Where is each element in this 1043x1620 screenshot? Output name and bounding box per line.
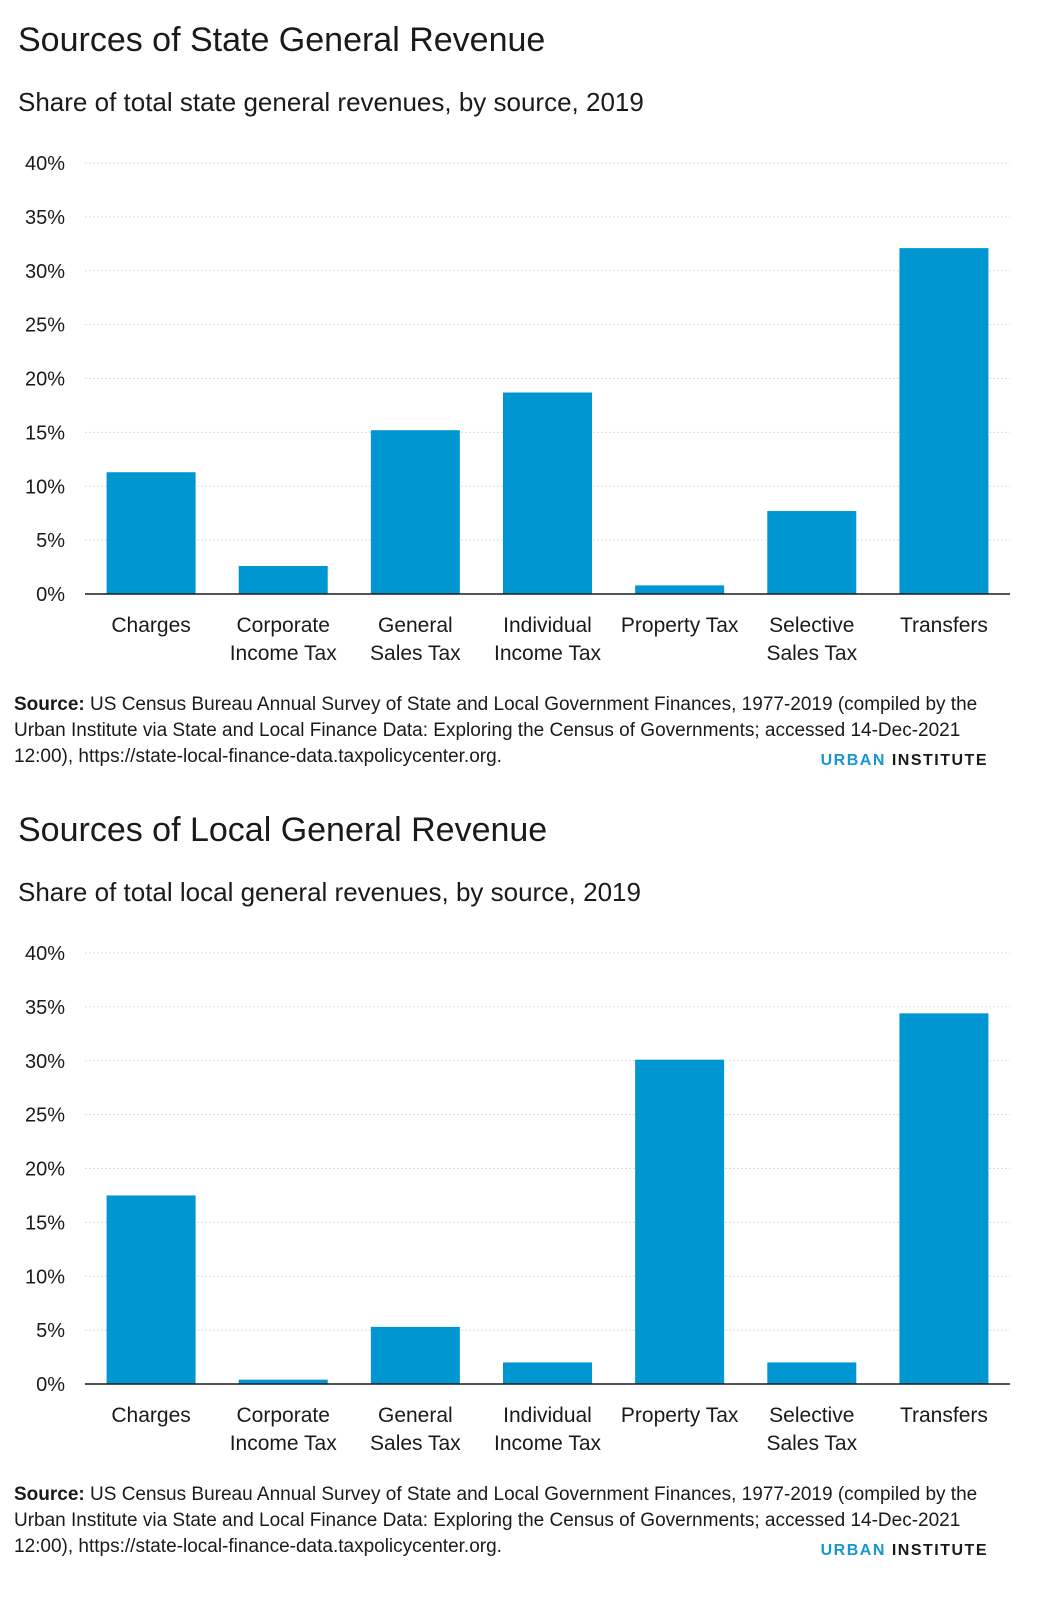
bar xyxy=(370,430,460,594)
x-tick-label: Selective Sales Tax xyxy=(766,614,857,665)
logo-institute: INSTITUTE xyxy=(891,752,988,769)
x-tick-label: Transfers xyxy=(900,614,988,637)
chart-title: Sources of Local General Revenue xyxy=(18,811,548,849)
chart-title: Sources of State General Revenue xyxy=(18,21,546,59)
bar xyxy=(503,392,592,594)
y-tick-label: 15% xyxy=(25,1212,65,1234)
x-tick-label: General Sales Tax xyxy=(370,1404,461,1455)
bar xyxy=(503,1362,592,1384)
bar xyxy=(106,472,196,594)
x-tick-label: Corporate Income Tax xyxy=(230,1404,337,1455)
source-note: Source: US Census Bureau Annual Survey o… xyxy=(14,692,1004,770)
y-tick-label: 10% xyxy=(25,476,65,498)
bar xyxy=(370,1326,460,1384)
y-tick-label: 35% xyxy=(25,207,65,229)
y-tick-label: 25% xyxy=(25,315,65,337)
y-tick-label: 5% xyxy=(36,530,65,552)
y-tick-label: 0% xyxy=(36,584,65,606)
chart-subtitle: Share of total state general revenues, b… xyxy=(18,87,644,117)
bar-chart-local: 0% 5% 10% 15% 20% 25% 30% 35% 40% Charges Corporat… xyxy=(25,943,1010,1455)
chart-subtitle: Share of total local general revenues, b… xyxy=(18,877,641,907)
x-tick-label: Individual Income Tax xyxy=(494,1404,601,1455)
source-note: Source: US Census Bureau Annual Survey o… xyxy=(14,1482,1004,1560)
source-label: Source: xyxy=(14,694,85,715)
bar xyxy=(635,585,725,594)
x-tick-label: Corporate Income Tax xyxy=(230,614,337,665)
state-revenue-panel: Sources of State General Revenue Share o… xyxy=(0,0,1043,790)
source-text: US Census Bureau Annual Survey of State … xyxy=(14,694,978,767)
y-tick-label: 10% xyxy=(25,1266,65,1288)
y-tick-label: 0% xyxy=(36,1374,65,1396)
x-tick-label: Individual Income Tax xyxy=(494,614,601,665)
logo-urban: URBAN xyxy=(820,752,886,769)
bar xyxy=(899,1013,989,1384)
x-tick-label: Transfers xyxy=(900,1404,988,1427)
urban-institute-logo: URBAN INSTITUTE xyxy=(821,1542,988,1560)
bar-chart-state: 0% 5% 10% 15% 20% 25% 30% 35% 40% Charges Corporat… xyxy=(25,153,1010,665)
bar xyxy=(899,248,989,594)
source-label: Source: xyxy=(14,1484,85,1505)
y-tick-label: 40% xyxy=(25,943,65,965)
x-tick-label: Property Tax xyxy=(621,1404,739,1427)
y-tick-label: 25% xyxy=(25,1105,65,1127)
bar xyxy=(767,1362,857,1384)
bar xyxy=(635,1059,725,1384)
x-tick-label: Property Tax xyxy=(621,614,739,637)
logo-urban: URBAN xyxy=(820,1542,886,1559)
y-tick-label: 40% xyxy=(25,153,65,175)
source-text: US Census Bureau Annual Survey of State … xyxy=(14,1484,978,1557)
y-tick-label: 15% xyxy=(25,422,65,444)
bar xyxy=(238,565,328,594)
x-tick-label: Selective Sales Tax xyxy=(766,1404,857,1455)
urban-institute-logo: URBAN INSTITUTE xyxy=(821,752,988,770)
x-tick-label: Charges xyxy=(111,614,190,637)
bar xyxy=(767,511,857,594)
logo-institute: INSTITUTE xyxy=(891,1542,988,1559)
y-tick-label: 30% xyxy=(25,1051,65,1073)
y-tick-label: 30% xyxy=(25,261,65,283)
bar xyxy=(106,1195,196,1384)
local-revenue-panel: Sources of Local General Revenue Share o… xyxy=(0,790,1043,1590)
y-tick-label: 5% xyxy=(36,1320,65,1342)
bar xyxy=(238,1379,328,1384)
y-tick-label: 20% xyxy=(25,369,65,391)
y-tick-label: 20% xyxy=(25,1159,65,1181)
y-tick-label: 35% xyxy=(25,997,65,1019)
x-tick-label: General Sales Tax xyxy=(370,614,461,665)
x-tick-label: Charges xyxy=(111,1404,190,1427)
